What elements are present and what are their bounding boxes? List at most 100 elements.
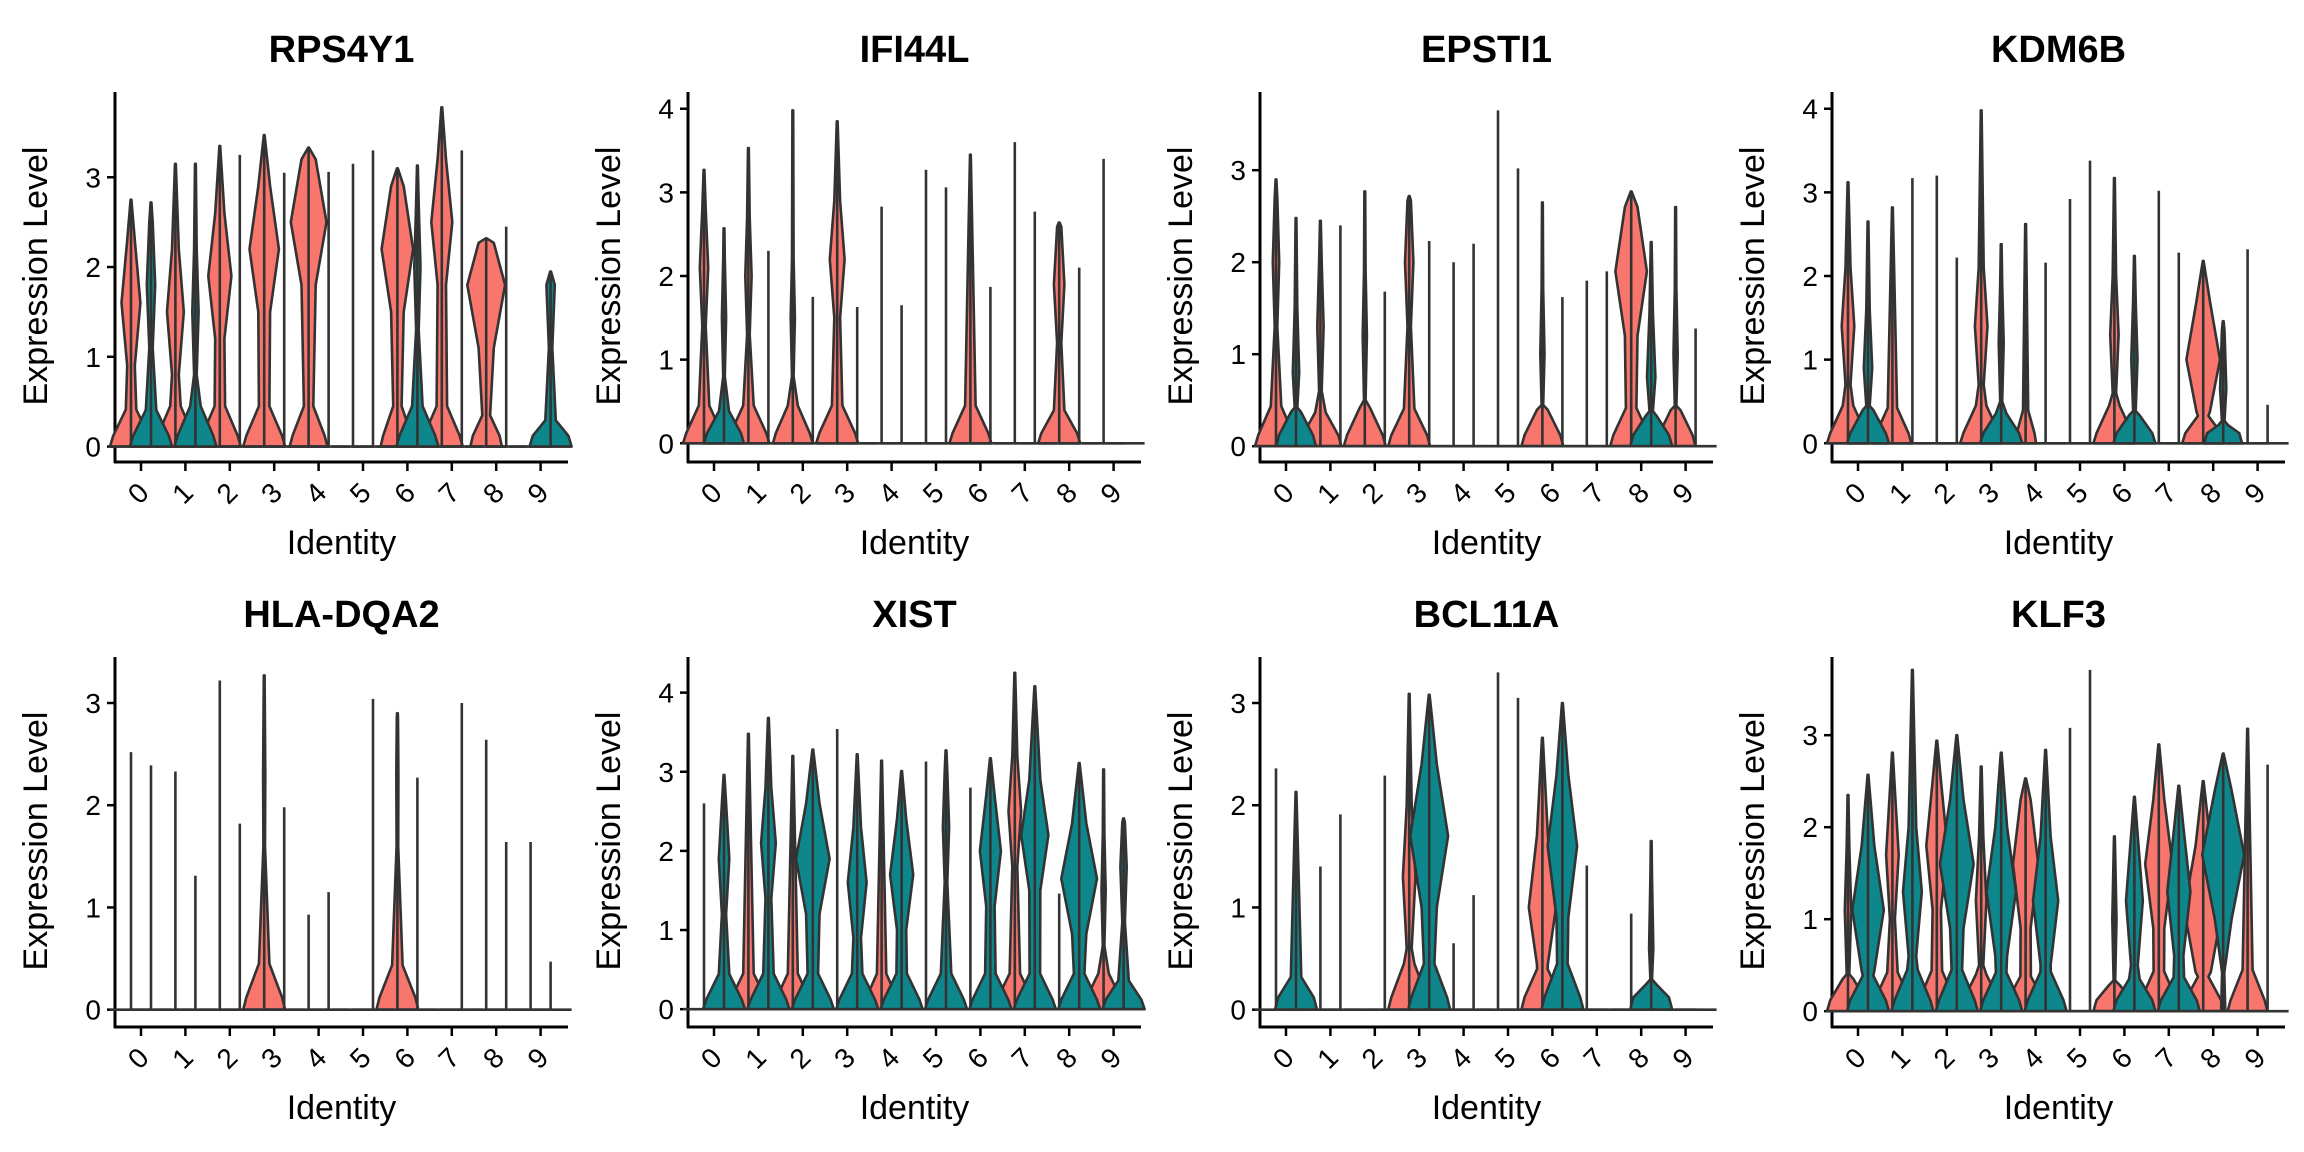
y-axis-label: Expression Level — [1734, 147, 1772, 406]
x-tick-label: 4 — [299, 1042, 332, 1075]
x-tick-label: 4 — [1444, 1042, 1477, 1075]
x-tick-label: 7 — [2150, 1042, 2183, 1075]
x-axis-label: Identity — [1432, 1089, 1542, 1127]
y-tick-label: 4 — [1802, 94, 1818, 125]
x-tick-label: 3 — [828, 1042, 861, 1075]
x-tick-label: 1 — [1311, 477, 1344, 510]
x-tick-label: 7 — [1006, 1042, 1039, 1075]
x-tick-label: 6 — [388, 477, 421, 510]
y-tick-label: 0 — [658, 428, 674, 459]
x-tick-label: 3 — [255, 1042, 288, 1075]
x-tick-label: 0 — [122, 477, 155, 510]
y-tick-label: 2 — [1230, 790, 1246, 821]
y-tick-label: 3 — [1230, 155, 1246, 186]
x-tick-label: 2 — [1928, 477, 1961, 510]
x-tick-label: 3 — [1972, 477, 2005, 510]
x-tick-label: 6 — [2105, 477, 2138, 510]
y-axis-label: Expression Level — [1162, 147, 1200, 406]
x-tick-label: 9 — [521, 477, 554, 510]
y-tick-label: 0 — [1230, 431, 1246, 462]
x-tick-label: 4 — [872, 477, 905, 510]
x-tick-label: 1 — [1311, 1042, 1344, 1075]
x-tick-label: 4 — [2016, 1042, 2049, 1075]
x-tick-label: 6 — [388, 1042, 421, 1075]
x-tick-label: 5 — [1489, 1042, 1522, 1075]
y-axis-label: Expression Level — [17, 712, 55, 971]
x-tick-label: 2 — [1356, 477, 1389, 510]
x-tick-label: 7 — [433, 1042, 466, 1075]
panel-title: HLA-DQA2 — [243, 594, 439, 636]
y-tick-label: 2 — [658, 261, 674, 292]
y-tick-label: 1 — [658, 915, 674, 946]
x-axis-label: Identity — [860, 524, 970, 562]
y-tick-label: 3 — [1230, 688, 1246, 719]
x-axis-label: Identity — [1432, 524, 1542, 562]
x-tick-label: 1 — [166, 1042, 199, 1075]
y-axis-label: Expression Level — [17, 147, 55, 406]
x-tick-label: 5 — [2061, 1042, 2094, 1075]
y-tick-label: 4 — [658, 678, 674, 709]
x-tick-label: 8 — [1050, 1042, 1083, 1075]
x-axis-label: Identity — [2004, 524, 2114, 562]
x-tick-label: 2 — [1356, 1042, 1389, 1075]
x-tick-label: 5 — [2061, 477, 2094, 510]
y-tick-label: 2 — [1230, 247, 1246, 278]
y-tick-label: 1 — [85, 342, 101, 373]
x-tick-label: 3 — [1400, 1042, 1433, 1075]
panel-title: XIST — [872, 594, 956, 636]
x-tick-label: 0 — [122, 1042, 155, 1075]
y-tick-label: 3 — [1802, 177, 1818, 208]
y-tick-label: 2 — [658, 836, 674, 867]
y-tick-label: 0 — [1802, 996, 1818, 1027]
y-tick-label: 0 — [1230, 995, 1246, 1026]
x-axis-label: Identity — [2004, 1089, 2114, 1127]
panel-title: EPSTI1 — [1421, 29, 1552, 71]
x-tick-label: 9 — [1666, 1042, 1699, 1075]
x-tick-label: 8 — [477, 477, 510, 510]
x-tick-label: 0 — [695, 477, 728, 510]
panel-title: IFI44L — [860, 29, 970, 71]
y-tick-label: 2 — [85, 790, 101, 821]
x-tick-label: 1 — [1883, 1042, 1916, 1075]
y-tick-label: 0 — [658, 994, 674, 1025]
y-tick-label: 2 — [1802, 261, 1818, 292]
y-tick-label: 3 — [658, 177, 674, 208]
x-tick-label: 6 — [961, 1042, 994, 1075]
y-tick-label: 0 — [85, 432, 101, 463]
x-tick-label: 5 — [917, 1042, 950, 1075]
x-tick-label: 8 — [1622, 477, 1655, 510]
x-tick-label: 5 — [917, 477, 950, 510]
y-tick-label: 1 — [1230, 892, 1246, 923]
x-tick-label: 1 — [739, 477, 772, 510]
x-tick-label: 0 — [1267, 1042, 1300, 1075]
x-tick-label: 9 — [1666, 477, 1699, 510]
x-tick-label: 7 — [1006, 477, 1039, 510]
x-tick-label: 7 — [1578, 1042, 1611, 1075]
y-tick-label: 1 — [1802, 904, 1818, 935]
x-tick-label: 7 — [2150, 477, 2183, 510]
x-tick-label: 7 — [433, 477, 466, 510]
panel-title: KLF3 — [2011, 594, 2106, 636]
x-tick-label: 9 — [1094, 1042, 1127, 1075]
panel-title: RPS4Y1 — [269, 29, 415, 71]
x-tick-label: 3 — [1972, 1042, 2005, 1075]
panel-title: KDM6B — [1991, 29, 2126, 71]
y-axis-label: Expression Level — [1162, 712, 1200, 971]
x-tick-label: 3 — [1400, 477, 1433, 510]
x-tick-label: 2 — [211, 1042, 244, 1075]
x-tick-label: 0 — [695, 1042, 728, 1075]
y-tick-label: 1 — [1802, 345, 1818, 376]
y-tick-label: 1 — [658, 345, 674, 376]
y-tick-label: 3 — [658, 757, 674, 788]
y-tick-label: 3 — [85, 162, 101, 193]
x-tick-label: 2 — [784, 1042, 817, 1075]
x-tick-label: 2 — [211, 477, 244, 510]
x-tick-label: 9 — [1094, 477, 1127, 510]
x-tick-label: 9 — [521, 1042, 554, 1075]
